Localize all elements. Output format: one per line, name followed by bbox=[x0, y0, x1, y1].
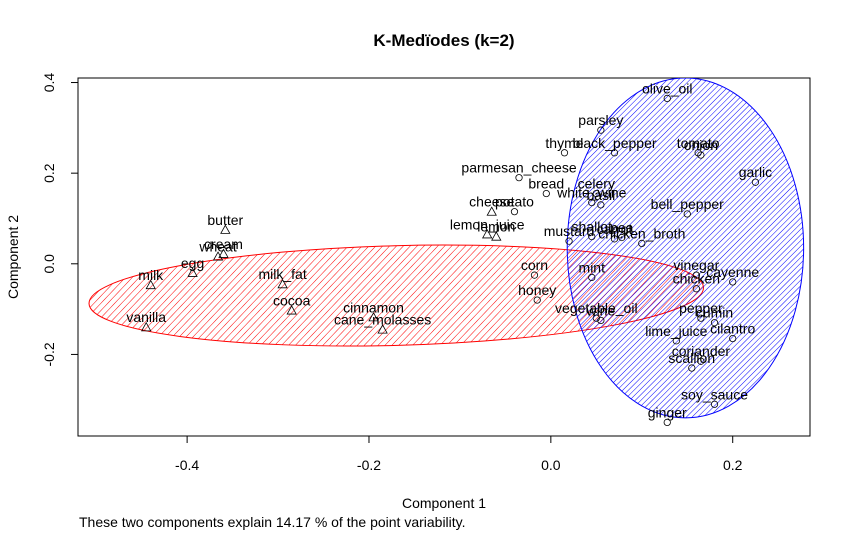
point-label-milk_fat: milk_fat bbox=[258, 266, 306, 282]
point-label-cane_molasses: cane_molasses bbox=[334, 312, 431, 328]
point-label-cumin: cumin bbox=[696, 305, 733, 321]
x-axis-label: Component 1 bbox=[402, 495, 486, 511]
point-label-cilantro: cilantro bbox=[710, 321, 755, 337]
point-label-egg: egg bbox=[181, 255, 204, 271]
y-tick-label: 0.4 bbox=[41, 73, 57, 93]
point-label-mint: mint bbox=[579, 259, 606, 275]
point-label-onion: onion bbox=[684, 137, 718, 153]
point-label-parmesan_cheese: parmesan_cheese bbox=[461, 160, 576, 176]
point-label-chicken_broth: chicken_broth bbox=[598, 225, 685, 241]
x-tick-label: -0.2 bbox=[357, 457, 381, 473]
point-label-milk: milk bbox=[138, 267, 164, 283]
x-tick-label: -0.4 bbox=[175, 457, 199, 473]
chart-caption: These two components explain 14.17 % of … bbox=[79, 514, 466, 530]
point-label-scallion: scallion bbox=[668, 350, 715, 366]
point-label-honey: honey bbox=[518, 282, 556, 298]
point-label-potato: potato bbox=[495, 194, 534, 210]
point-label-corn: corn bbox=[521, 257, 548, 273]
point-label-cocoa: cocoa bbox=[273, 292, 311, 308]
x-tick-label: 0.0 bbox=[541, 457, 561, 473]
point-label-lemon: lemon bbox=[477, 219, 515, 235]
y-tick-label: 0.2 bbox=[41, 163, 57, 183]
point-label-parsley: parsley bbox=[578, 112, 623, 128]
point-label-garlic: garlic bbox=[739, 164, 772, 180]
point-label-bell_pepper: bell_pepper bbox=[651, 196, 725, 212]
point-label-wheat: wheat bbox=[198, 239, 236, 255]
y-axis: -0.2 0.0 0.2 0.4 bbox=[41, 73, 78, 367]
point-label-ginger: ginger bbox=[648, 404, 687, 420]
cluster-2-ellipse bbox=[567, 78, 803, 418]
point-label-black_pepper: black_pepper bbox=[572, 135, 656, 151]
x-tick-label: 0.2 bbox=[723, 457, 743, 473]
point-label-chicken: chicken bbox=[673, 271, 720, 287]
point-label-olive_oil: olive_oil bbox=[642, 80, 693, 96]
y-tick-label: -0.2 bbox=[41, 342, 57, 366]
point-label-butter: butter bbox=[207, 212, 243, 228]
chart-title: K-Medïodes (k=2) bbox=[373, 31, 514, 50]
x-axis: -0.4 -0.2 0.0 0.2 bbox=[175, 436, 743, 473]
y-tick-label: 0.0 bbox=[41, 254, 57, 274]
y-axis-label: Component 2 bbox=[5, 215, 21, 299]
point-label-basil: basil bbox=[586, 187, 615, 203]
point-label-vanilla: vanilla bbox=[126, 309, 166, 325]
point-label-soy_sauce: soy_sauce bbox=[681, 386, 748, 402]
point-label-mustard: mustard bbox=[544, 223, 595, 239]
point-label-lime_juice: lime_juice bbox=[645, 323, 707, 339]
point-label-wine: wine bbox=[585, 302, 615, 318]
